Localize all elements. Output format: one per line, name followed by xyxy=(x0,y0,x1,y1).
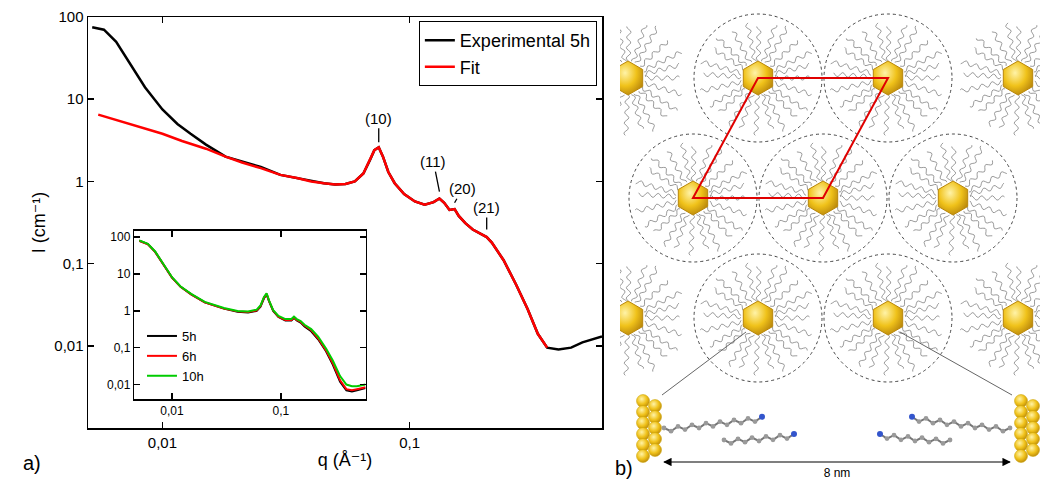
svg-text:(20): (20) xyxy=(449,180,476,197)
svg-text:Fit: Fit xyxy=(460,58,480,78)
svg-text:0,01: 0,01 xyxy=(107,378,131,392)
svg-text:0,01: 0,01 xyxy=(148,434,177,451)
svg-text:0,1: 0,1 xyxy=(114,341,131,355)
svg-text:b): b) xyxy=(615,457,633,479)
svg-text:0,1: 0,1 xyxy=(273,404,290,418)
svg-text:10: 10 xyxy=(67,90,84,107)
svg-text:0,01: 0,01 xyxy=(54,337,83,354)
svg-text:0,01: 0,01 xyxy=(160,404,184,418)
svg-text:1: 1 xyxy=(124,304,131,318)
svg-text:100: 100 xyxy=(58,8,83,25)
svg-text:10: 10 xyxy=(117,267,131,281)
svg-text:0,1: 0,1 xyxy=(399,434,420,451)
svg-text:10h: 10h xyxy=(182,369,204,384)
svg-text:6h: 6h xyxy=(182,349,196,364)
svg-text:I (cm⁻¹): I (cm⁻¹) xyxy=(29,192,49,253)
svg-text:100: 100 xyxy=(110,230,130,244)
svg-text:1: 1 xyxy=(75,173,83,190)
svg-text:q (Å⁻¹): q (Å⁻¹) xyxy=(318,450,373,470)
svg-text:(10): (10) xyxy=(365,110,392,127)
svg-text:(21): (21) xyxy=(473,199,500,216)
svg-text:0,1: 0,1 xyxy=(63,255,84,272)
svg-text:(11): (11) xyxy=(420,153,446,170)
svg-text:5h: 5h xyxy=(182,329,196,344)
svg-text:8 nm: 8 nm xyxy=(824,466,851,480)
svg-text:a): a) xyxy=(23,452,41,474)
svg-text:Experimental 5h: Experimental 5h xyxy=(460,31,590,51)
